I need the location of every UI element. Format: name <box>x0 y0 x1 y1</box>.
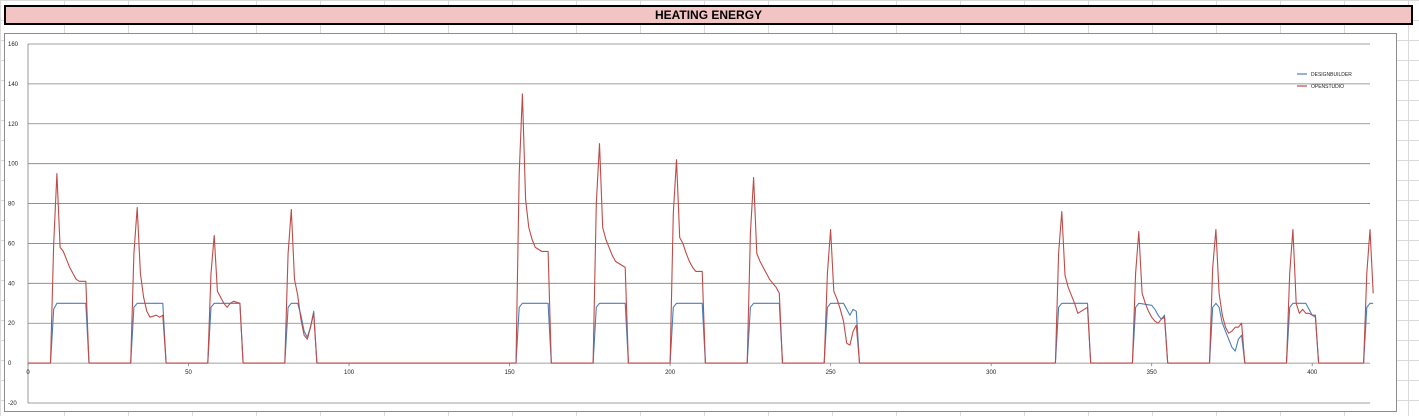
y-axis-ticks: -20 0 20 40 60 80 100 120 140 160 <box>8 42 19 407</box>
x-tick-label-350: 350 <box>1147 370 1158 376</box>
x-tick-label-150: 150 <box>505 370 516 376</box>
y-tick-label-80: 80 <box>8 202 15 208</box>
y-tick-label-40: 40 <box>8 281 15 287</box>
y-tick-label-160: 160 <box>8 42 19 48</box>
x-tick-label-50: 50 <box>185 370 192 376</box>
legend-label-2: OPENSTUDIO <box>1311 84 1344 90</box>
y-tick-label-100: 100 <box>8 162 19 168</box>
series-line-2 <box>28 93 1374 364</box>
chart-frame: -20 0 20 40 60 80 100 120 140 160 0 50 100 150 200 250… <box>4 33 1397 412</box>
chart-title-bar: HEATING ENERGY <box>4 5 1413 25</box>
x-tick-label-200: 200 <box>665 370 676 376</box>
x-tick-label-250: 250 <box>826 370 837 376</box>
x-axis-ticks: 0 50 100 150 200 250 300 350 400 <box>26 363 1318 376</box>
y-tick-label-60: 60 <box>8 241 15 247</box>
heating-energy-chart: -20 0 20 40 60 80 100 120 140 160 0 50 100 150 200 250… <box>8 42 1374 407</box>
y-tick-label-120: 120 <box>8 122 19 128</box>
chart-title: HEATING ENERGY <box>654 8 763 22</box>
gridlines <box>27 43 1370 404</box>
y-tick-label-0: 0 <box>8 361 12 367</box>
y-tick-label-20: 20 <box>8 321 15 327</box>
x-tick-label-100: 100 <box>344 370 355 376</box>
legend: DESIGNBUILDER OPENSTUDIO <box>1297 72 1352 90</box>
x-tick-label-0: 0 <box>26 370 30 376</box>
y-tick-label--20: -20 <box>8 401 17 407</box>
series-line-1 <box>28 302 1374 364</box>
y-tick-label-140: 140 <box>8 82 19 88</box>
legend-label-1: DESIGNBUILDER <box>1311 72 1352 78</box>
x-tick-label-300: 300 <box>986 370 997 376</box>
series-lines <box>28 93 1374 364</box>
x-tick-label-400: 400 <box>1307 370 1318 376</box>
